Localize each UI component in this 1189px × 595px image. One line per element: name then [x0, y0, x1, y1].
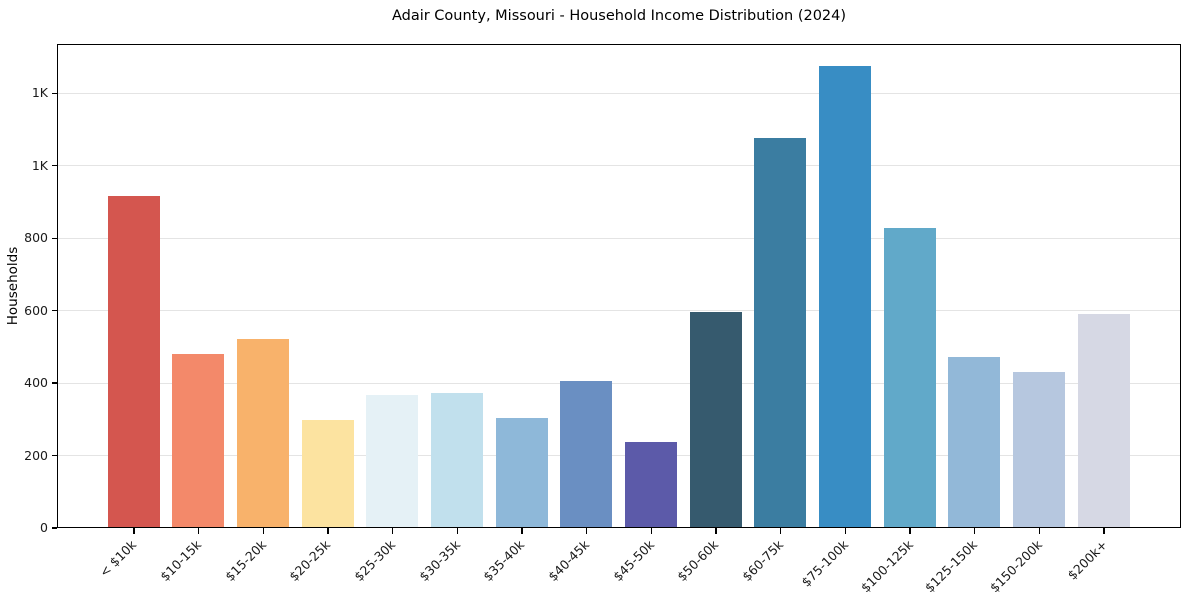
y-tick-mark — [52, 382, 57, 384]
x-tick-label-text: < $10k — [96, 537, 140, 580]
gridline — [58, 92, 1180, 94]
x-tick-label-text: $20-25k — [286, 537, 334, 585]
x-tick-mark — [844, 528, 847, 534]
y-tick-label: 400 — [24, 375, 48, 391]
bar — [883, 228, 936, 527]
bar — [366, 395, 419, 527]
plot-area — [57, 44, 1181, 528]
x-tick-mark — [133, 528, 135, 534]
x-tick-label-text: $50-60k — [674, 537, 722, 585]
bar — [430, 392, 483, 527]
bar — [495, 417, 548, 527]
bar — [1077, 313, 1130, 527]
x-tick-mark — [909, 528, 911, 534]
x-tick-mark — [327, 528, 329, 534]
x-tick-label-text: $15-20k — [221, 537, 269, 585]
bar — [560, 380, 613, 527]
x-tick-mark — [780, 528, 782, 534]
bar — [818, 66, 871, 527]
bar — [236, 338, 289, 527]
x-tick-label-text: $10-15k — [157, 537, 205, 585]
chart-title: Adair County, Missouri - Household Incom… — [391, 8, 847, 24]
bar — [754, 138, 807, 527]
x-tick-mark — [1038, 528, 1041, 534]
y-tick-label: 0 — [40, 520, 48, 535]
x-tick-label-text: $25-30k — [351, 537, 399, 585]
y-tick-mark — [52, 527, 57, 529]
gridline — [58, 165, 1180, 167]
x-tick-label-text: $45-50k — [609, 537, 657, 585]
x-tick-mark — [974, 528, 976, 534]
x-tick-label-text: $60-75k — [739, 537, 787, 585]
x-tick-label-text: $40-45k — [545, 537, 593, 585]
bar — [107, 195, 160, 527]
x-tick-label-text: $35-40k — [480, 537, 528, 585]
bar — [172, 353, 225, 527]
x-tick-label-text: $100-125k — [857, 537, 916, 595]
gridline — [58, 237, 1180, 239]
bar — [1012, 371, 1065, 527]
y-tick-label: 800 — [24, 230, 48, 246]
x-tick-mark — [392, 528, 394, 534]
bar — [689, 311, 742, 527]
x-tick-mark — [586, 528, 588, 534]
bar — [624, 441, 677, 527]
x-tick-mark — [521, 528, 523, 534]
y-tick-label: 1K — [31, 85, 48, 101]
x-tick-mark — [1103, 528, 1105, 534]
y-tick-label: 200 — [24, 447, 48, 463]
x-tick-mark — [262, 528, 264, 534]
y-tick-mark — [52, 92, 57, 94]
gridline — [58, 382, 1180, 384]
x-tick-label-text: $125-150k — [922, 537, 981, 595]
x-tick-label-text: $75-100k — [798, 537, 851, 590]
y-tick-label: 600 — [24, 302, 48, 318]
gridline — [58, 455, 1180, 457]
y-tick-mark — [52, 454, 57, 457]
x-tick-mark — [198, 528, 200, 534]
bar — [301, 419, 354, 527]
x-tick-mark — [456, 528, 459, 534]
y-tick-label: 1K — [31, 157, 48, 173]
x-tick-mark — [715, 528, 717, 534]
x-tick-mark — [650, 528, 653, 534]
x-tick-label-text: $30-35k — [415, 537, 463, 585]
y-tick-mark — [52, 165, 57, 167]
bar — [948, 357, 1001, 527]
y-tick-mark — [52, 237, 57, 239]
gridline — [58, 310, 1180, 312]
x-tick-label-text: $150-200k — [986, 537, 1045, 595]
x-tick-label-text: $200k+ — [1064, 537, 1110, 583]
y-tick-mark — [52, 310, 57, 312]
